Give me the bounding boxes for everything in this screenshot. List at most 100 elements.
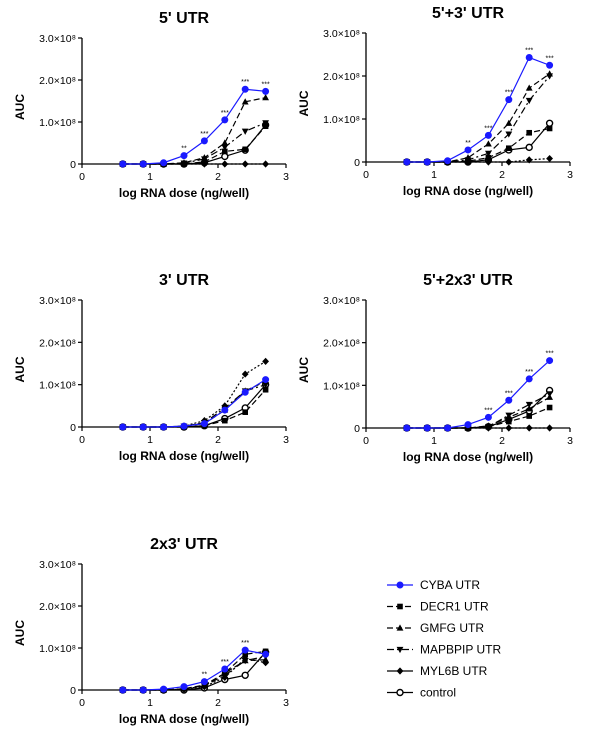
data-point-cyba	[200, 420, 208, 428]
x-tick-label: 2	[215, 434, 221, 446]
y-tick-label: 3.0×10⁸	[39, 33, 76, 45]
data-point-mapbpip	[241, 128, 249, 135]
data-point-cyba	[505, 396, 513, 404]
data-point-mapbpip	[525, 401, 533, 409]
chart-title: 5' UTR	[159, 10, 209, 27]
significance-label: ***	[262, 81, 270, 88]
data-point-gmfg	[201, 154, 208, 161]
x-tick-label: 1	[147, 697, 153, 709]
data-point-myl6b	[241, 160, 249, 168]
legend-marker-myl6b	[396, 667, 404, 675]
series-cyba	[403, 54, 554, 166]
y-tick-label: 3.0×10⁸	[323, 295, 360, 307]
y-axis-label: AUC	[13, 356, 27, 382]
y-tick-label: 0	[70, 159, 76, 171]
legend-item-myl6b: MYL6B UTR	[387, 664, 488, 678]
data-point-gmfg	[546, 70, 553, 77]
x-tick-label: 1	[147, 434, 153, 446]
legend-item-gmfg: GMFG UTR	[387, 621, 484, 635]
y-axis-label: AUC	[13, 620, 27, 646]
legend-marker-cyba	[396, 581, 404, 589]
data-point-cyba	[200, 678, 208, 686]
chart-title: 5'+2x3' UTR	[423, 272, 513, 289]
data-point-cyba	[119, 423, 127, 431]
data-point-gmfg	[485, 140, 492, 147]
data-point-gmfg	[262, 94, 269, 101]
series-line-cyba	[122, 379, 266, 428]
data-point-decr1	[222, 148, 228, 155]
series-cyba	[119, 646, 270, 694]
significance-label: ***	[221, 659, 229, 666]
legend-item-decr1: DECR1 UTR	[387, 600, 489, 614]
significance-label: ***	[546, 55, 554, 62]
data-point-cyba	[403, 158, 411, 166]
legend-marker-gmfg	[396, 624, 404, 631]
legend-label: MYL6B UTR	[420, 664, 488, 678]
data-point-mapbpip	[262, 120, 269, 127]
y-tick-label: 2.0×10⁸	[39, 75, 76, 87]
y-tick-label: 2.0×10⁸	[323, 71, 360, 83]
data-point-myl6b	[262, 357, 269, 365]
data-point-cyba	[221, 665, 229, 673]
chart-title: 2x3' UTR	[150, 536, 218, 553]
series-cyba	[403, 357, 554, 432]
chart-panel-5: 2x3' UTR 0 1.0×10⁸ 2.0×10⁸ 3.0×10⁸ 0 1 2 3 log RN…	[13, 536, 289, 726]
data-point-gmfg	[221, 139, 229, 146]
data-point-cyba	[262, 376, 270, 384]
data-point-cyba	[423, 424, 431, 432]
y-tick-label: 3.0×10⁸	[39, 295, 76, 307]
data-point-cyba	[139, 160, 147, 168]
legend-label: MAPBPIP UTR	[420, 643, 501, 657]
chart-panel-4: 5'+2x3' UTR 0 1.0×10⁸ 2.0×10⁸ 3.0×10⁸ 0 1 2 3 log…	[297, 272, 573, 464]
data-point-cyba	[139, 423, 147, 431]
x-tick-label: 1	[431, 169, 437, 181]
chart-panel-3: 3' UTR 0 1.0×10⁸ 2.0×10⁸ 3.0×10⁸ 0 1 2 3 log RNA …	[13, 272, 289, 463]
data-point-decr1	[201, 683, 208, 689]
x-tick-label: 2	[499, 435, 505, 447]
legend-item-mapbpip: MAPBPIP UTR	[387, 643, 501, 657]
x-tick-label: 2	[499, 169, 505, 181]
data-point-cyba	[200, 137, 208, 145]
x-tick-label: 2	[215, 171, 221, 183]
data-point-control	[221, 152, 229, 161]
data-point-decr1	[485, 154, 492, 161]
data-point-cyba	[484, 413, 492, 421]
data-point-cyba	[119, 686, 127, 694]
data-point-control	[545, 119, 554, 128]
data-point-cyba	[262, 650, 270, 658]
data-point-decr1	[506, 418, 512, 425]
x-tick-label: 0	[363, 435, 369, 447]
x-axis-label: log RNA dose (ng/well)	[403, 450, 533, 464]
legend-label: DECR1 UTR	[420, 600, 489, 614]
y-tick-label: 1.0×10⁸	[39, 117, 76, 129]
data-point-gmfg	[546, 393, 553, 400]
significance-label: **	[465, 140, 471, 147]
data-point-cyba	[464, 421, 472, 429]
y-tick-label: 2.0×10⁸	[323, 338, 360, 350]
significance-label: **	[202, 672, 208, 679]
y-tick-label: 2.0×10⁸	[39, 601, 76, 613]
y-axis-label: AUC	[297, 357, 311, 383]
data-point-cyba	[160, 685, 168, 693]
series-line-mapbpip	[406, 393, 550, 429]
data-point-mapbpip	[505, 131, 513, 138]
y-tick-label: 1.0×10⁸	[39, 643, 76, 655]
data-point-decr1	[242, 146, 248, 153]
data-point-mapbpip	[525, 97, 533, 105]
legend-marker-control	[396, 688, 404, 697]
x-axis-label: log RNA dose (ng/well)	[119, 186, 249, 200]
data-point-cyba	[484, 131, 492, 139]
data-point-cyba	[546, 61, 554, 69]
x-axis-label: log RNA dose (ng/well)	[119, 712, 249, 726]
data-point-decr1	[465, 158, 471, 164]
y-tick-label: 0	[70, 422, 76, 434]
data-point-decr1	[222, 670, 228, 676]
data-point-cyba	[241, 85, 249, 93]
significance-label: ***	[484, 407, 492, 414]
x-tick-label: 3	[283, 434, 289, 446]
data-point-gmfg	[262, 656, 269, 663]
x-tick-label: 1	[431, 435, 437, 447]
data-point-cyba	[525, 54, 533, 62]
data-point-decr1	[262, 386, 269, 393]
significance-label: ***	[241, 640, 249, 647]
